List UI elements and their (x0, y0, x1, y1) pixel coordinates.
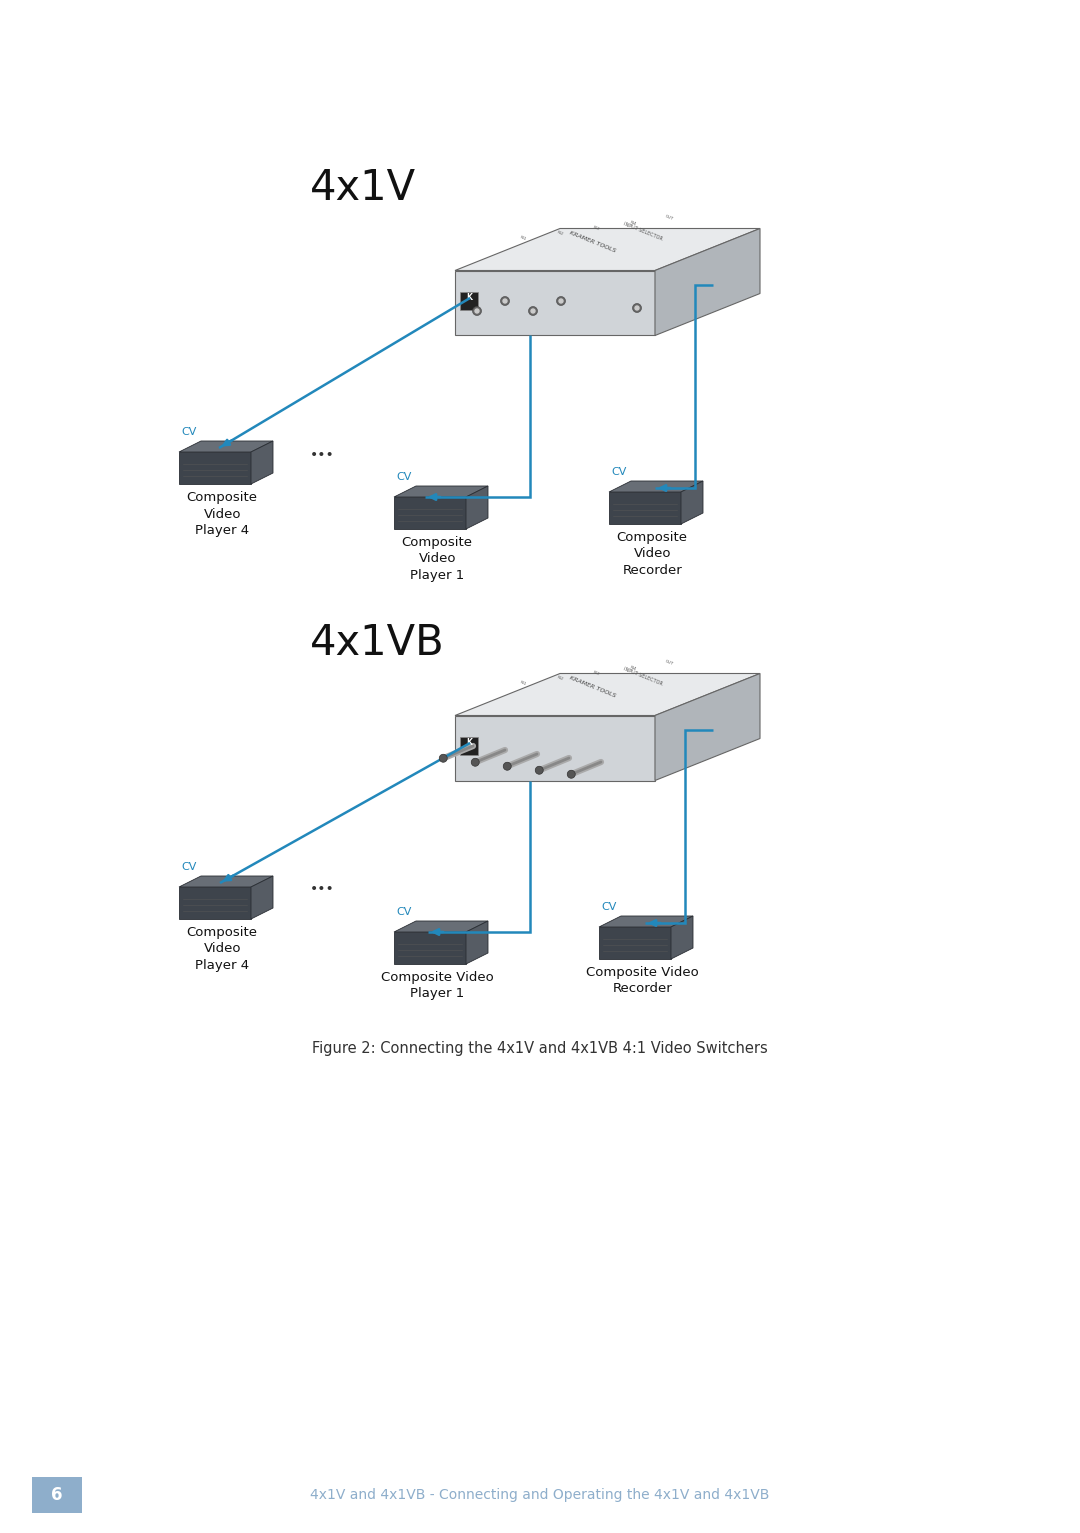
Circle shape (633, 304, 642, 313)
Text: Video: Video (634, 547, 671, 561)
Circle shape (536, 766, 543, 774)
Circle shape (500, 296, 510, 305)
Text: OUT: OUT (665, 215, 674, 222)
Polygon shape (654, 228, 760, 336)
FancyBboxPatch shape (460, 737, 478, 754)
Polygon shape (599, 927, 671, 960)
Text: Composite: Composite (187, 926, 258, 940)
Text: •••: ••• (310, 448, 335, 461)
Text: IN1: IN1 (519, 681, 527, 687)
Text: Composite Video: Composite Video (381, 970, 494, 984)
Text: Player 1: Player 1 (410, 987, 464, 1001)
Text: CV: CV (600, 901, 617, 912)
Circle shape (472, 307, 482, 316)
Polygon shape (394, 921, 488, 932)
Circle shape (635, 307, 639, 310)
Polygon shape (251, 875, 273, 918)
Text: Composite: Composite (617, 530, 688, 544)
Polygon shape (179, 452, 251, 484)
Text: Video: Video (203, 507, 241, 521)
Circle shape (559, 299, 563, 304)
Text: CV: CV (396, 472, 411, 481)
Circle shape (528, 307, 538, 316)
Polygon shape (394, 486, 488, 497)
Text: IN2: IN2 (556, 675, 564, 681)
Text: 4x1V: 4x1V (310, 167, 416, 208)
Circle shape (567, 770, 576, 779)
Text: 6: 6 (51, 1485, 63, 1504)
Text: Recorder: Recorder (622, 564, 683, 576)
Circle shape (475, 310, 480, 313)
Polygon shape (609, 492, 681, 524)
Text: Player 4: Player 4 (195, 524, 249, 537)
Polygon shape (455, 673, 760, 716)
Text: Figure 2: Connecting the 4x1V and 4x1VB 4:1 Video Switchers: Figure 2: Connecting the 4x1V and 4x1VB … (312, 1041, 768, 1056)
Text: Recorder: Recorder (612, 983, 672, 995)
Polygon shape (179, 888, 251, 918)
Text: KRAMER TOOLS: KRAMER TOOLS (568, 230, 617, 253)
Text: Player 1: Player 1 (410, 569, 464, 583)
Text: CV: CV (181, 862, 197, 872)
Text: •••: ••• (310, 881, 335, 895)
Polygon shape (681, 481, 703, 524)
Polygon shape (394, 497, 465, 529)
Polygon shape (394, 932, 465, 964)
Text: IN1: IN1 (519, 235, 527, 241)
Text: INPUT SELECTOR: INPUT SELECTOR (622, 667, 663, 687)
Text: CV: CV (396, 908, 411, 917)
Text: IN3: IN3 (593, 225, 600, 231)
Polygon shape (671, 917, 693, 960)
Circle shape (531, 310, 535, 313)
Polygon shape (179, 875, 273, 888)
Text: K: K (467, 739, 472, 748)
Text: 4x1V and 4x1VB - Connecting and Operating the 4x1V and 4x1VB: 4x1V and 4x1VB - Connecting and Operatin… (310, 1489, 770, 1502)
Polygon shape (455, 228, 760, 270)
Text: Video: Video (203, 943, 241, 955)
Text: CV: CV (181, 428, 197, 437)
Text: CV: CV (611, 468, 626, 477)
Text: OUT: OUT (665, 659, 674, 667)
Text: IN2: IN2 (556, 230, 564, 236)
FancyBboxPatch shape (460, 291, 478, 310)
Polygon shape (455, 270, 654, 336)
Polygon shape (465, 921, 488, 964)
Circle shape (503, 299, 507, 304)
Text: KRAMER TOOLS: KRAMER TOOLS (568, 675, 617, 698)
Text: INPUT SELECTOR: INPUT SELECTOR (622, 221, 663, 242)
Polygon shape (609, 481, 703, 492)
Polygon shape (599, 917, 693, 927)
Text: K: K (467, 293, 472, 302)
Text: Composite Video: Composite Video (585, 966, 699, 980)
Polygon shape (654, 673, 760, 780)
Text: IN4: IN4 (630, 665, 637, 671)
Polygon shape (465, 486, 488, 529)
Text: Composite: Composite (187, 491, 258, 504)
Polygon shape (455, 716, 654, 780)
Polygon shape (251, 442, 273, 484)
Circle shape (503, 762, 511, 770)
Circle shape (440, 754, 447, 762)
Text: Video: Video (418, 552, 456, 566)
Text: Player 4: Player 4 (195, 960, 249, 972)
Text: IN3: IN3 (593, 670, 600, 676)
Circle shape (556, 296, 566, 305)
Text: IN4: IN4 (630, 219, 637, 227)
Text: 4x1VB: 4x1VB (310, 622, 445, 664)
Text: Composite: Composite (402, 537, 473, 549)
Polygon shape (179, 442, 273, 452)
Circle shape (471, 759, 480, 766)
FancyBboxPatch shape (32, 1476, 82, 1513)
